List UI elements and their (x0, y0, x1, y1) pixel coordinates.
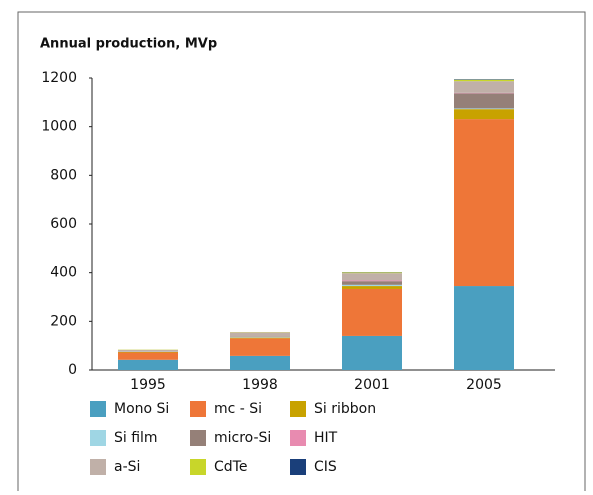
y-tick-label: 600 (50, 216, 77, 232)
legend-swatch (190, 459, 206, 475)
legend-swatch (190, 401, 206, 417)
y-tick-label: 1000 (41, 119, 77, 135)
bar-segment (342, 280, 402, 281)
legend-swatch (290, 459, 306, 475)
bar-segment (342, 281, 402, 285)
x-tick-label: 1998 (242, 377, 278, 393)
x-tick-label: 2001 (354, 377, 390, 393)
y-tick-label: 1200 (41, 70, 77, 86)
legend-label: CdTe (214, 459, 247, 475)
bar-segment (342, 286, 402, 289)
bar-segment (342, 285, 402, 286)
legend-label: Mono Si (114, 401, 169, 417)
bar-segment (454, 81, 514, 93)
legend-label: micro-Si (214, 430, 271, 446)
bar-segment (342, 289, 402, 336)
bar-segment (230, 338, 290, 339)
bar-segment (454, 286, 514, 370)
bar-segment (342, 273, 402, 280)
legend-label: mc - Si (214, 401, 262, 417)
x-tick-label: 2005 (466, 377, 502, 393)
bar-segment (230, 338, 290, 356)
y-tick-label: 400 (50, 265, 77, 281)
bar-segment (118, 360, 178, 370)
chart-title: Annual production, MVp (40, 37, 217, 52)
legend-swatch (90, 459, 106, 475)
legend-swatch (90, 430, 106, 446)
y-tick-label: 200 (50, 313, 77, 329)
legend-swatch (190, 430, 206, 446)
x-tick-label: 1995 (130, 377, 166, 393)
legend-label: CIS (314, 459, 337, 475)
legend-swatch (290, 401, 306, 417)
y-tick-label: 800 (50, 167, 77, 183)
legend-swatch (290, 430, 306, 446)
legend-label: a-Si (114, 459, 140, 475)
bar-segment (118, 352, 178, 359)
bar-segment (118, 350, 178, 352)
y-tick-label: 0 (68, 362, 77, 378)
bar-segment (454, 108, 514, 109)
legend-swatch (90, 401, 106, 417)
bar-segment (230, 332, 290, 336)
bar-segment (454, 80, 514, 81)
bar-segment (342, 336, 402, 370)
bar-segment (342, 272, 402, 273)
legend-label: Si ribbon (314, 401, 376, 417)
bar-segment (454, 119, 514, 286)
legend-label: Si film (114, 430, 158, 446)
bar-segment (454, 109, 514, 119)
bar-segment (230, 356, 290, 370)
legend-label: HIT (314, 430, 338, 446)
bar-segment (454, 93, 514, 108)
